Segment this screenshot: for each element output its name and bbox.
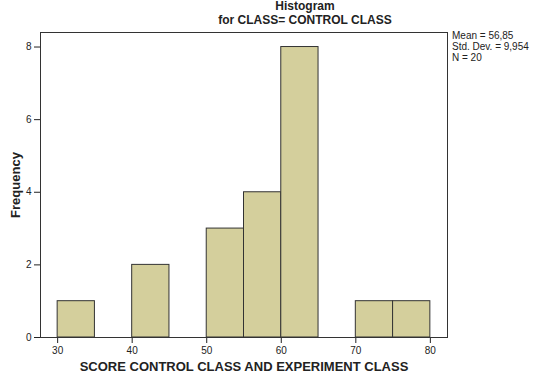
svg-text:80: 80: [425, 345, 437, 356]
svg-text:0: 0: [26, 332, 32, 343]
svg-text:50: 50: [201, 345, 213, 356]
svg-text:30: 30: [52, 345, 64, 356]
svg-text:4: 4: [26, 186, 32, 197]
svg-text:SCORE CONTROL CLASS AND EXPERI: SCORE CONTROL CLASS AND EXPERIMENT CLASS: [80, 359, 409, 374]
svg-text:2: 2: [26, 259, 32, 270]
svg-text:60: 60: [276, 345, 288, 356]
svg-text:Frequency: Frequency: [8, 151, 23, 218]
html-text:Mean = 56,85: Mean = 56,85: [452, 30, 514, 41]
svg-text:70: 70: [350, 345, 362, 356]
svg-text:8: 8: [26, 41, 32, 52]
html-text:Std. Dev. = 9,954: Std. Dev. = 9,954: [452, 41, 529, 52]
html-text:Histogram: Histogram: [275, 0, 335, 13]
svg-text:40: 40: [127, 345, 139, 356]
html-text:N = 20: N = 20: [452, 52, 482, 63]
svg-text:6: 6: [26, 114, 32, 125]
html-text:for CLASS= CONTROL CLASS: for CLASS= CONTROL CLASS: [218, 13, 392, 27]
